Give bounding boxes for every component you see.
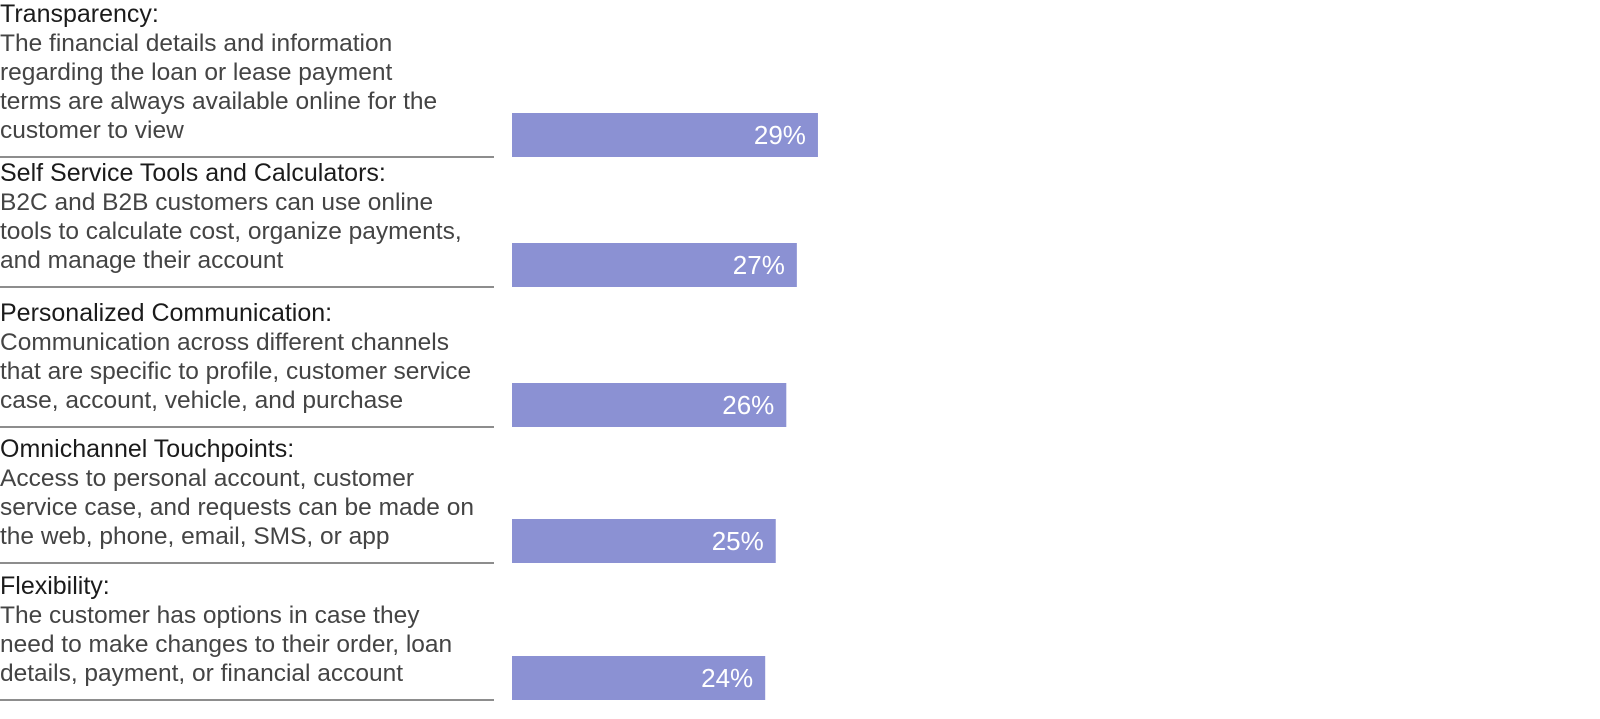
bar-2	[512, 243, 797, 287]
category-description-line: case, account, vehicle, and purchase	[0, 387, 404, 414]
bar-value-label-1: 29%	[754, 120, 806, 150]
category-description-line: The customer has options in case they	[0, 602, 420, 629]
bar-4	[512, 519, 776, 563]
row-divider	[0, 562, 494, 564]
category-description-line: regarding the loan or lease payment	[0, 59, 393, 86]
row-divider	[0, 426, 494, 428]
category-description-line: terms are always available online for th…	[0, 88, 438, 115]
category-heading: Flexibility:	[0, 572, 110, 600]
bar-1	[512, 113, 818, 157]
category-description-line: the web, phone, email, SMS, or app	[0, 523, 390, 550]
category-description-line: service case, and requests can be made o…	[0, 494, 474, 521]
row-divider	[0, 156, 494, 158]
bar-value-label-5: 24%	[701, 663, 753, 693]
category-label-2: Self Service Tools and Calculators: B2C a…	[0, 159, 510, 288]
category-heading: Personalized Communication:	[0, 299, 333, 327]
category-heading: Transparency:	[0, 0, 159, 28]
bar-value-label-3: 26%	[722, 390, 774, 420]
row-divider	[0, 286, 494, 288]
category-description-line: and manage their account	[0, 247, 284, 274]
category-label-3: Personalized Communication: Communication…	[0, 299, 510, 428]
bar-value-label-4: 25%	[712, 526, 764, 556]
bar-value-label-2: 27%	[733, 250, 785, 280]
bar-5	[512, 656, 766, 700]
category-description-line: Communication across different channels	[0, 329, 449, 356]
category-label-5: Flexibility: The customer has options in …	[0, 572, 510, 701]
category-label-1: Transparency: The financial details and i…	[0, 0, 510, 158]
category-description-line: customer to view	[0, 117, 184, 144]
category-heading: Omnichannel Touchpoints:	[0, 435, 295, 463]
category-description-line: details, payment, or financial account	[0, 660, 404, 687]
category-label-4: Omnichannel Touchpoints: Access to person…	[0, 435, 510, 564]
category-description-line: that are specific to profile, customer s…	[0, 358, 472, 385]
category-heading: Self Service Tools and Calculators:	[0, 159, 386, 187]
category-description-line: The financial details and information	[0, 30, 393, 57]
category-description-line: tools to calculate cost, organize paymen…	[0, 218, 462, 245]
category-description-line: need to make changes to their order, loa…	[0, 631, 453, 658]
row-divider	[0, 699, 494, 701]
bar-3	[512, 383, 787, 427]
category-description-line: Access to personal account, customer	[0, 465, 414, 492]
category-description-line: B2C and B2B customers can use online	[0, 189, 434, 216]
